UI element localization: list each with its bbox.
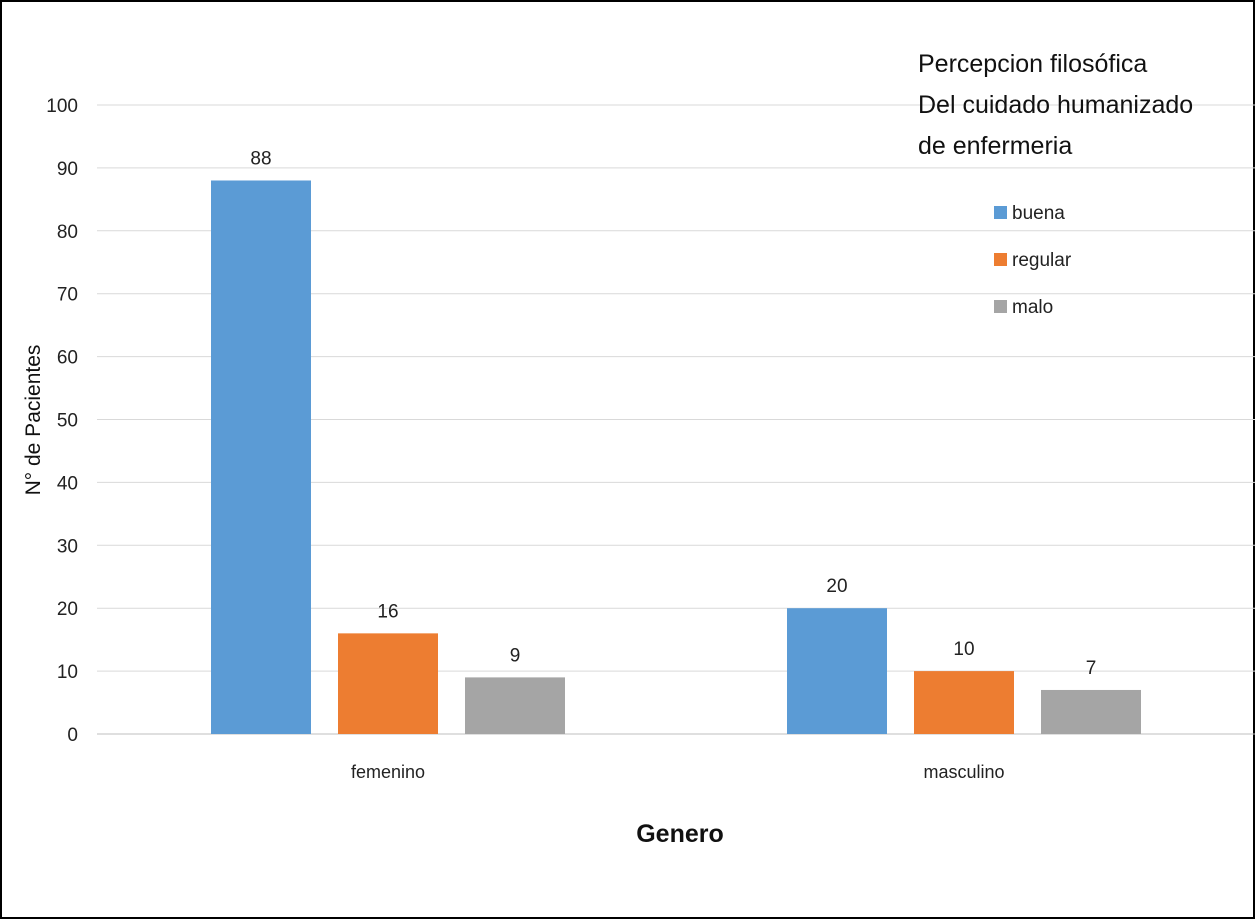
y-tick-label: 100 [46, 96, 78, 117]
x-axis-title: Genero [636, 820, 724, 848]
data-label-buena-femenino: 88 [250, 148, 271, 169]
y-tick-label: 0 [67, 725, 78, 746]
y-tick-label: 20 [57, 599, 78, 620]
y-tick-label: 90 [57, 159, 78, 180]
chart-title-line-1: Percepcion filosófica [918, 50, 1147, 78]
category-label-masculino: masculino [923, 762, 1004, 782]
legend: buena regular malo [994, 203, 1072, 318]
bar-buena-femenino [211, 180, 311, 735]
legend-label-buena: buena [1012, 203, 1065, 224]
data-labels: 88 16 9 20 10 7 [250, 148, 1096, 678]
legend-swatch-regular [994, 253, 1007, 266]
bar-malo-masculino [1041, 689, 1141, 734]
y-tick-label: 60 [57, 348, 78, 369]
legend-label-regular: regular [1012, 250, 1072, 271]
legend-swatch-buena [994, 206, 1007, 219]
y-tick-label: 50 [57, 411, 78, 432]
data-label-regular-masculino: 10 [953, 639, 974, 660]
data-label-buena-masculino: 20 [826, 576, 847, 597]
category-label-femenino: femenino [351, 762, 425, 782]
legend-label-malo: malo [1012, 297, 1053, 318]
y-axis-ticks: 0 10 20 30 40 50 60 70 80 90 100 [46, 96, 78, 746]
chart-title-line-3: de enfermeria [918, 132, 1072, 160]
data-label-regular-femenino: 16 [377, 601, 398, 622]
y-axis-title: N° de Pacientes [22, 345, 45, 496]
y-tick-label: 70 [57, 285, 78, 306]
y-tick-label: 40 [57, 473, 78, 494]
bar-buena-masculino [787, 608, 887, 734]
data-label-malo-masculino: 7 [1086, 658, 1097, 679]
legend-swatch-malo [994, 300, 1007, 313]
bar-regular-masculino [914, 671, 1014, 734]
x-axis-categories: femenino masculino [351, 762, 1005, 782]
chart-title-line-2: Del cuidado humanizado [918, 91, 1193, 119]
bar-malo-femenino [465, 677, 565, 734]
data-label-malo-femenino: 9 [510, 645, 521, 666]
y-tick-label: 30 [57, 536, 78, 557]
chart-title: Percepcion filosófica Del cuidado humani… [918, 50, 1193, 160]
y-tick-label: 10 [57, 662, 78, 683]
bar-regular-femenino [338, 633, 438, 734]
y-tick-label: 80 [57, 222, 78, 243]
bars [211, 180, 1141, 735]
